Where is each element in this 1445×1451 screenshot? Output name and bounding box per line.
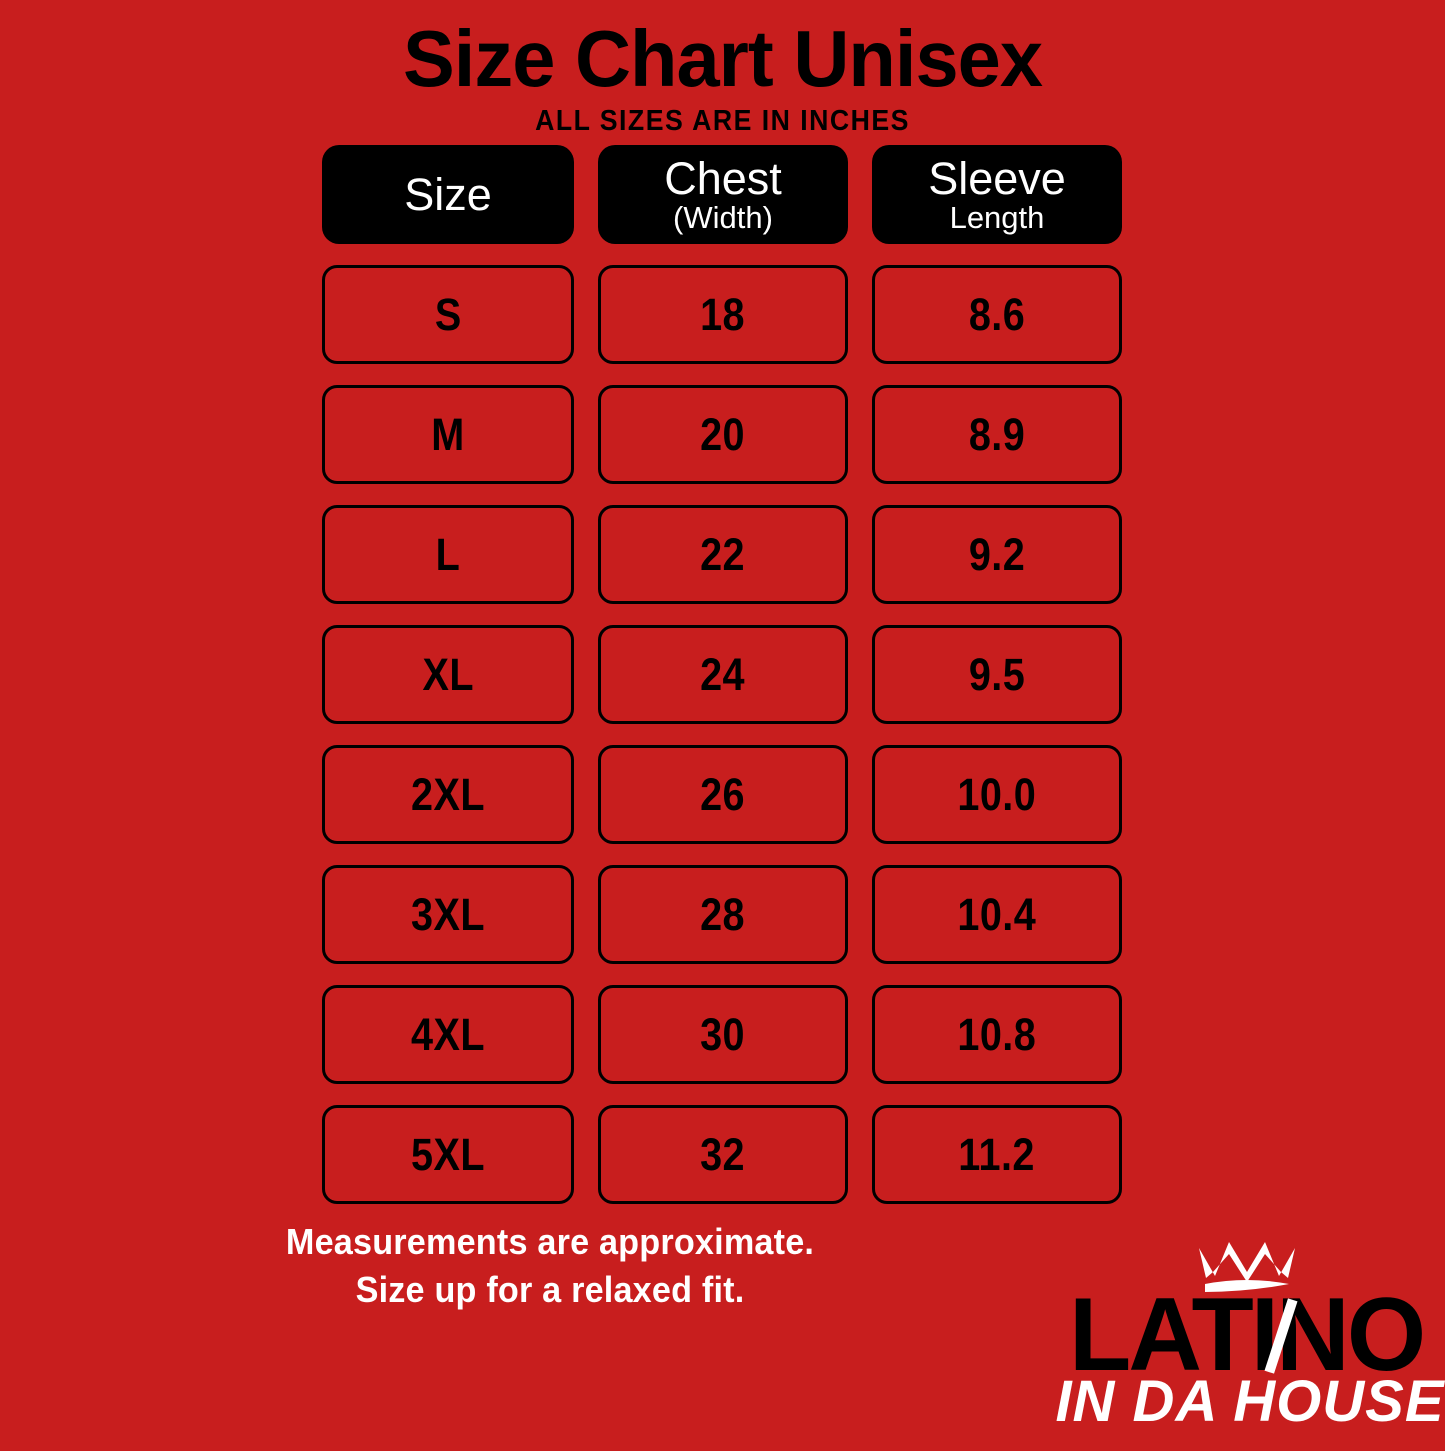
cell-chest: 18 (598, 265, 848, 364)
table-row: S 18 8.6 (322, 265, 1122, 364)
page-title: Size Chart Unisex (402, 14, 1043, 103)
cell-size-value: L (435, 528, 461, 580)
column-header-sleeve-label: Sleeve (928, 153, 1066, 204)
cell-sleeve-value: 8.6 (968, 288, 1026, 340)
cell-chest: 26 (598, 745, 848, 844)
cell-size-value: M (431, 408, 465, 460)
brand-logo: LATINO IN DA HOUSE (1055, 1232, 1445, 1451)
cell-sleeve: 10.4 (872, 865, 1122, 964)
cell-size: S (322, 265, 574, 364)
cell-sleeve-value: 9.2 (968, 528, 1026, 580)
table-row: XL 24 9.5 (322, 625, 1122, 724)
cell-sleeve-value: 10.8 (957, 1008, 1037, 1060)
cell-size-value: 3XL (411, 888, 485, 940)
table-row: 3XL 28 10.4 (322, 865, 1122, 964)
cell-sleeve: 9.5 (872, 625, 1122, 724)
table-row: L 22 9.2 (322, 505, 1122, 604)
cell-chest-value: 28 (700, 888, 746, 940)
column-header-sleeve: Sleeve Length (872, 145, 1122, 244)
table-row: 2XL 26 10.0 (322, 745, 1122, 844)
logo-wordmark-latino: LATINO (1069, 1277, 1426, 1393)
footer-note-line-1: Measurements are approximate. (285, 1221, 815, 1262)
column-header-chest-label: Chest (664, 153, 782, 204)
column-header-chest: Chest (Width) (598, 145, 848, 244)
cell-sleeve: 10.8 (872, 985, 1122, 1084)
cell-size: L (322, 505, 574, 604)
column-header-size-label: Size (404, 168, 492, 220)
column-header-size: Size (322, 145, 574, 244)
crown-icon (1199, 1242, 1295, 1292)
cell-size: 4XL (322, 985, 574, 1084)
table-row: M 20 8.9 (322, 385, 1122, 484)
cell-size: 2XL (322, 745, 574, 844)
footer-note: Measurements are approximate. Size up fo… (0, 1218, 1100, 1314)
table-row: 5XL 32 11.2 (322, 1105, 1122, 1204)
cell-size-value: XL (422, 648, 474, 700)
cell-chest: 24 (598, 625, 848, 724)
logo-wordmark-house: IN DA HOUSE (1055, 1369, 1445, 1434)
column-header-chest-sublabel: (Width) (673, 200, 773, 235)
cell-sleeve: 11.2 (872, 1105, 1122, 1204)
cell-sleeve-value: 10.4 (957, 888, 1037, 940)
cell-chest: 30 (598, 985, 848, 1084)
table-row: 4XL 30 10.8 (322, 985, 1122, 1084)
cell-sleeve-value: 9.5 (968, 648, 1026, 700)
cell-sleeve: 8.9 (872, 385, 1122, 484)
cell-chest-value: 24 (700, 648, 746, 700)
cell-size-value: 4XL (411, 1008, 485, 1060)
cell-sleeve-value: 11.2 (958, 1128, 1036, 1180)
cell-sleeve: 10.0 (872, 745, 1122, 844)
cell-size: M (322, 385, 574, 484)
footer-note-line-2: Size up for a relaxed fit. (355, 1269, 745, 1310)
cell-size-value: S (434, 288, 462, 340)
cell-chest-value: 26 (700, 768, 746, 820)
cell-size-value: 5XL (411, 1128, 485, 1180)
cell-chest: 22 (598, 505, 848, 604)
table-header-row: Size Chest (Width) Sleeve Length (322, 145, 1122, 244)
cell-size: 5XL (322, 1105, 574, 1204)
column-header-sleeve-sublabel: Length (949, 200, 1045, 235)
cell-size-value: 2XL (411, 768, 485, 820)
cell-size: 3XL (322, 865, 574, 964)
cell-chest: 32 (598, 1105, 848, 1204)
cell-sleeve-value: 8.9 (968, 408, 1026, 460)
cell-chest: 28 (598, 865, 848, 964)
page-subtitle: ALL SIZES ARE IN INCHES (535, 105, 910, 137)
cell-chest-value: 32 (700, 1128, 746, 1180)
cell-chest-value: 20 (700, 408, 746, 460)
cell-sleeve-value: 10.0 (957, 768, 1037, 820)
cell-chest: 20 (598, 385, 848, 484)
cell-chest-value: 18 (700, 288, 746, 340)
cell-chest-value: 30 (700, 1008, 746, 1060)
cell-sleeve: 9.2 (872, 505, 1122, 604)
cell-size: XL (322, 625, 574, 724)
size-table: Size Chest (Width) Sleeve Length S 18 8.… (322, 145, 1122, 1225)
cell-sleeve: 8.6 (872, 265, 1122, 364)
cell-chest-value: 22 (700, 528, 746, 580)
title-block: Size Chart Unisex ALL SIZES ARE IN INCHE… (0, 16, 1445, 138)
